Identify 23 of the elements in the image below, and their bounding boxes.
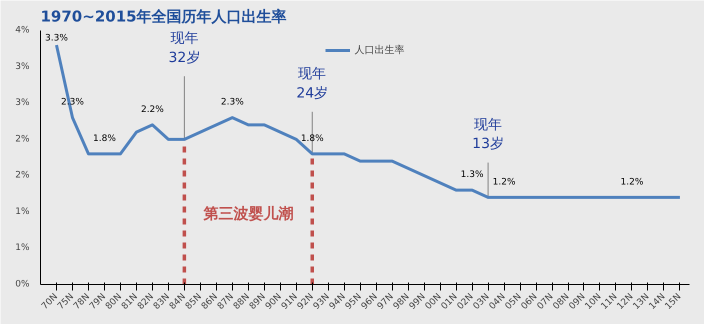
y-tick-label: 3% <box>15 98 30 108</box>
y-tick-label: 4% <box>15 26 30 36</box>
data-label: 2.3% <box>220 98 244 108</box>
line-series <box>54 44 682 199</box>
data-label: 1.3% <box>460 170 484 180</box>
data-label: 2.2% <box>140 104 164 115</box>
chart-title: 1970~2015年全国历年人口出生率 <box>40 8 287 26</box>
data-label: 1.8% <box>300 134 324 144</box>
data-label: 1.2% <box>492 177 516 188</box>
ref-line-label: 现年 32岁 <box>168 30 200 66</box>
annotation: 第三波婴儿潮 <box>202 204 294 222</box>
ref-line-label: 现年 13岁 <box>472 117 504 152</box>
legend-label: 人口出生率 <box>354 44 404 57</box>
y-tick-label: 1% <box>15 206 30 217</box>
data-label: 1.8% <box>93 134 116 144</box>
data-label: 3.3% <box>45 34 68 44</box>
ref-line-label: 现年 24岁 <box>296 66 328 102</box>
y-tick-label: 1% <box>15 243 30 254</box>
y-tick-label: 3% <box>15 62 30 72</box>
y-tick-label: 2% <box>15 170 30 181</box>
y-tick-label: 2% <box>15 134 30 144</box>
data-label: 1.2% <box>620 177 644 188</box>
y-tick-label: 0% <box>15 280 30 290</box>
